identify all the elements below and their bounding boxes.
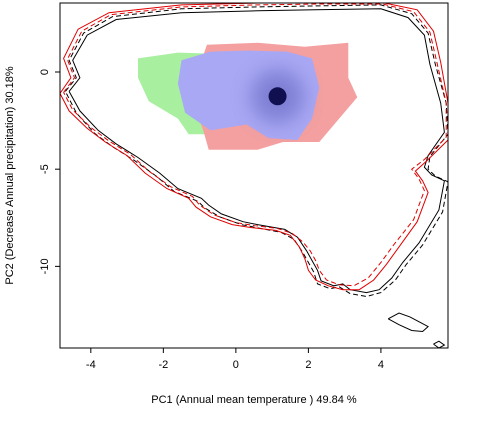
density-core	[251, 70, 304, 123]
red-dashed-contour-3	[63, 3, 447, 287]
black-dashed-contour-1	[64, 4, 448, 298]
x-tick-label: 0	[233, 359, 239, 371]
x-axis: -4 -2 0 2 4	[86, 348, 384, 371]
density-peak	[268, 87, 287, 106]
x-axis-title: PC1 (Annual mean temperature ) 49.84 %	[151, 394, 357, 406]
red-solid-contour-2	[60, 3, 448, 291]
black-solid-contour-4	[387, 312, 429, 333]
plot-frame	[59, 2, 449, 349]
x-tick-label: -2	[158, 359, 168, 371]
black-solid-contour-0	[68, 8, 445, 294]
y-tick-label: -5	[39, 164, 51, 174]
niche-contours	[60, 3, 448, 348]
y-axis: 0 -5 -10	[39, 69, 60, 274]
y-tick-label: -10	[39, 258, 51, 274]
y-axis-title: PC2 (Decrease Annual precipitation) 30.1…	[4, 66, 16, 285]
y-tick-label: 0	[39, 69, 51, 75]
black-solid-contour-5	[433, 340, 446, 348]
density-regions	[138, 42, 358, 150]
x-tick-label: -4	[86, 359, 96, 371]
x-tick-label: 4	[378, 359, 384, 371]
x-tick-label: 2	[305, 359, 311, 371]
